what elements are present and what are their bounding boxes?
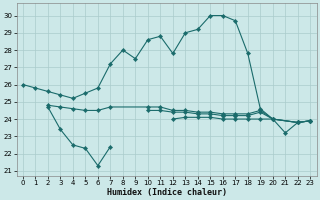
X-axis label: Humidex (Indice chaleur): Humidex (Indice chaleur) (107, 188, 227, 197)
